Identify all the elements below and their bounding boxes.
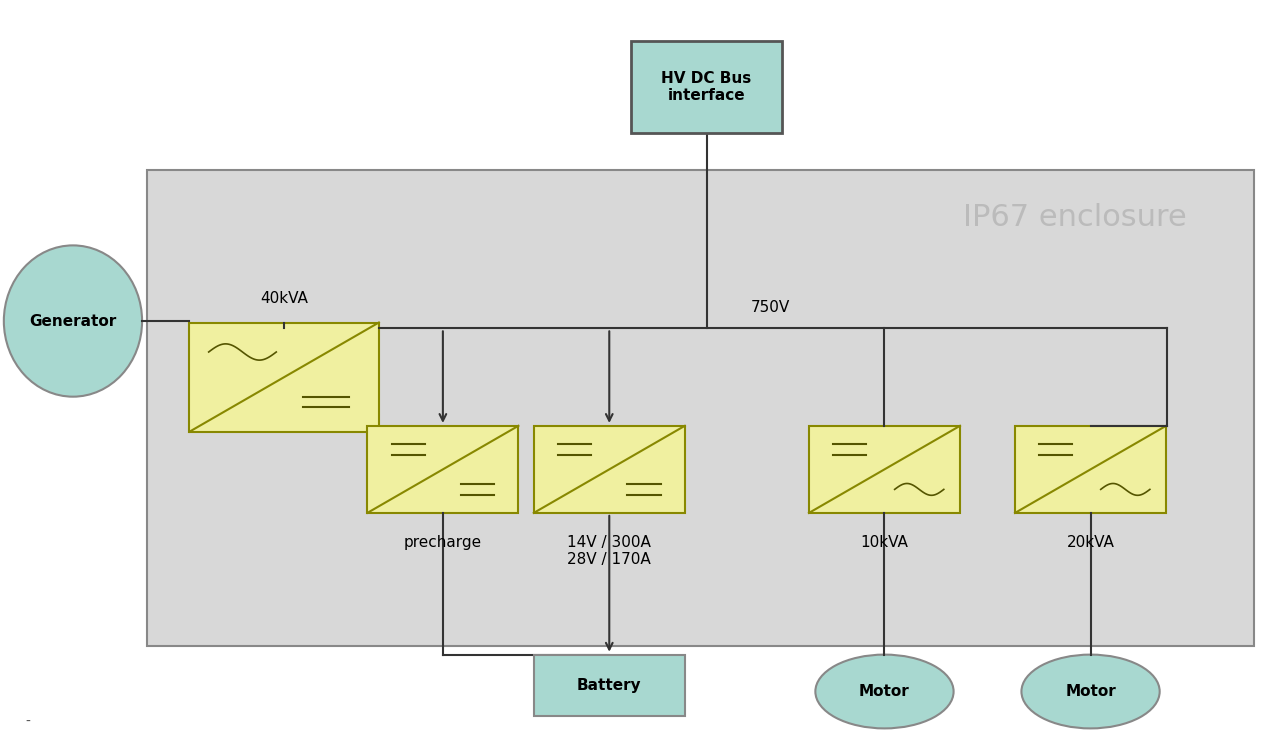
Ellipse shape [815, 655, 954, 728]
Bar [367, 426, 518, 513]
Text: 20kVA: 20kVA [1066, 535, 1115, 550]
Ellipse shape [4, 245, 142, 397]
Text: IP67 enclosure: IP67 enclosure [964, 203, 1187, 232]
Ellipse shape [1021, 655, 1160, 728]
Bar [189, 323, 379, 432]
Text: Generator: Generator [29, 314, 116, 328]
Text: 10kVA: 10kVA [860, 535, 909, 550]
Text: -: - [26, 715, 31, 729]
Bar [809, 426, 960, 513]
Text: 14V / 300A
28V / 170A: 14V / 300A 28V / 170A [567, 535, 652, 568]
Text: 40kVA: 40kVA [260, 292, 308, 306]
Text: Motor: Motor [1065, 684, 1116, 699]
Text: Motor: Motor [859, 684, 910, 699]
Bar [534, 655, 685, 716]
Text: precharge: precharge [403, 535, 483, 550]
Bar [147, 170, 1254, 646]
Bar [631, 41, 782, 133]
Text: Battery: Battery [577, 678, 641, 693]
Text: HV DC Bus
interface: HV DC Bus interface [662, 71, 751, 103]
Bar [534, 426, 685, 513]
Text: 750V: 750V [751, 300, 790, 315]
Bar [1015, 426, 1166, 513]
